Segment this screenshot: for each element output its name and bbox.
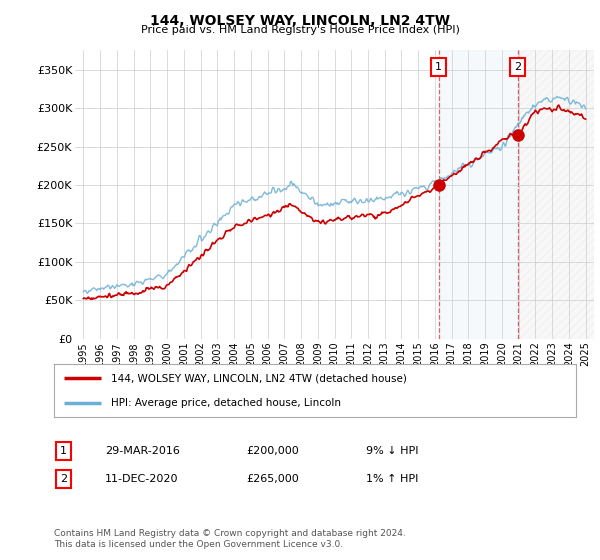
- Text: HPI: Average price, detached house, Lincoln: HPI: Average price, detached house, Linc…: [112, 398, 341, 408]
- Bar: [518, 50, 594, 339]
- Text: 144, WOLSEY WAY, LINCOLN, LN2 4TW (detached house): 144, WOLSEY WAY, LINCOLN, LN2 4TW (detac…: [112, 374, 407, 384]
- Bar: [439, 50, 518, 339]
- Text: 1% ↑ HPI: 1% ↑ HPI: [366, 474, 418, 484]
- Text: 1: 1: [60, 446, 67, 456]
- Text: 11-DEC-2020: 11-DEC-2020: [105, 474, 179, 484]
- Text: Price paid vs. HM Land Registry's House Price Index (HPI): Price paid vs. HM Land Registry's House …: [140, 25, 460, 35]
- Text: 2: 2: [514, 62, 521, 72]
- Text: 144, WOLSEY WAY, LINCOLN, LN2 4TW: 144, WOLSEY WAY, LINCOLN, LN2 4TW: [150, 14, 450, 28]
- Text: 9% ↓ HPI: 9% ↓ HPI: [366, 446, 419, 456]
- Text: £200,000: £200,000: [246, 446, 299, 456]
- Text: £265,000: £265,000: [246, 474, 299, 484]
- Text: 1: 1: [436, 62, 442, 72]
- Text: Contains HM Land Registry data © Crown copyright and database right 2024.
This d: Contains HM Land Registry data © Crown c…: [54, 529, 406, 549]
- Text: 29-MAR-2016: 29-MAR-2016: [105, 446, 180, 456]
- Text: 2: 2: [60, 474, 67, 484]
